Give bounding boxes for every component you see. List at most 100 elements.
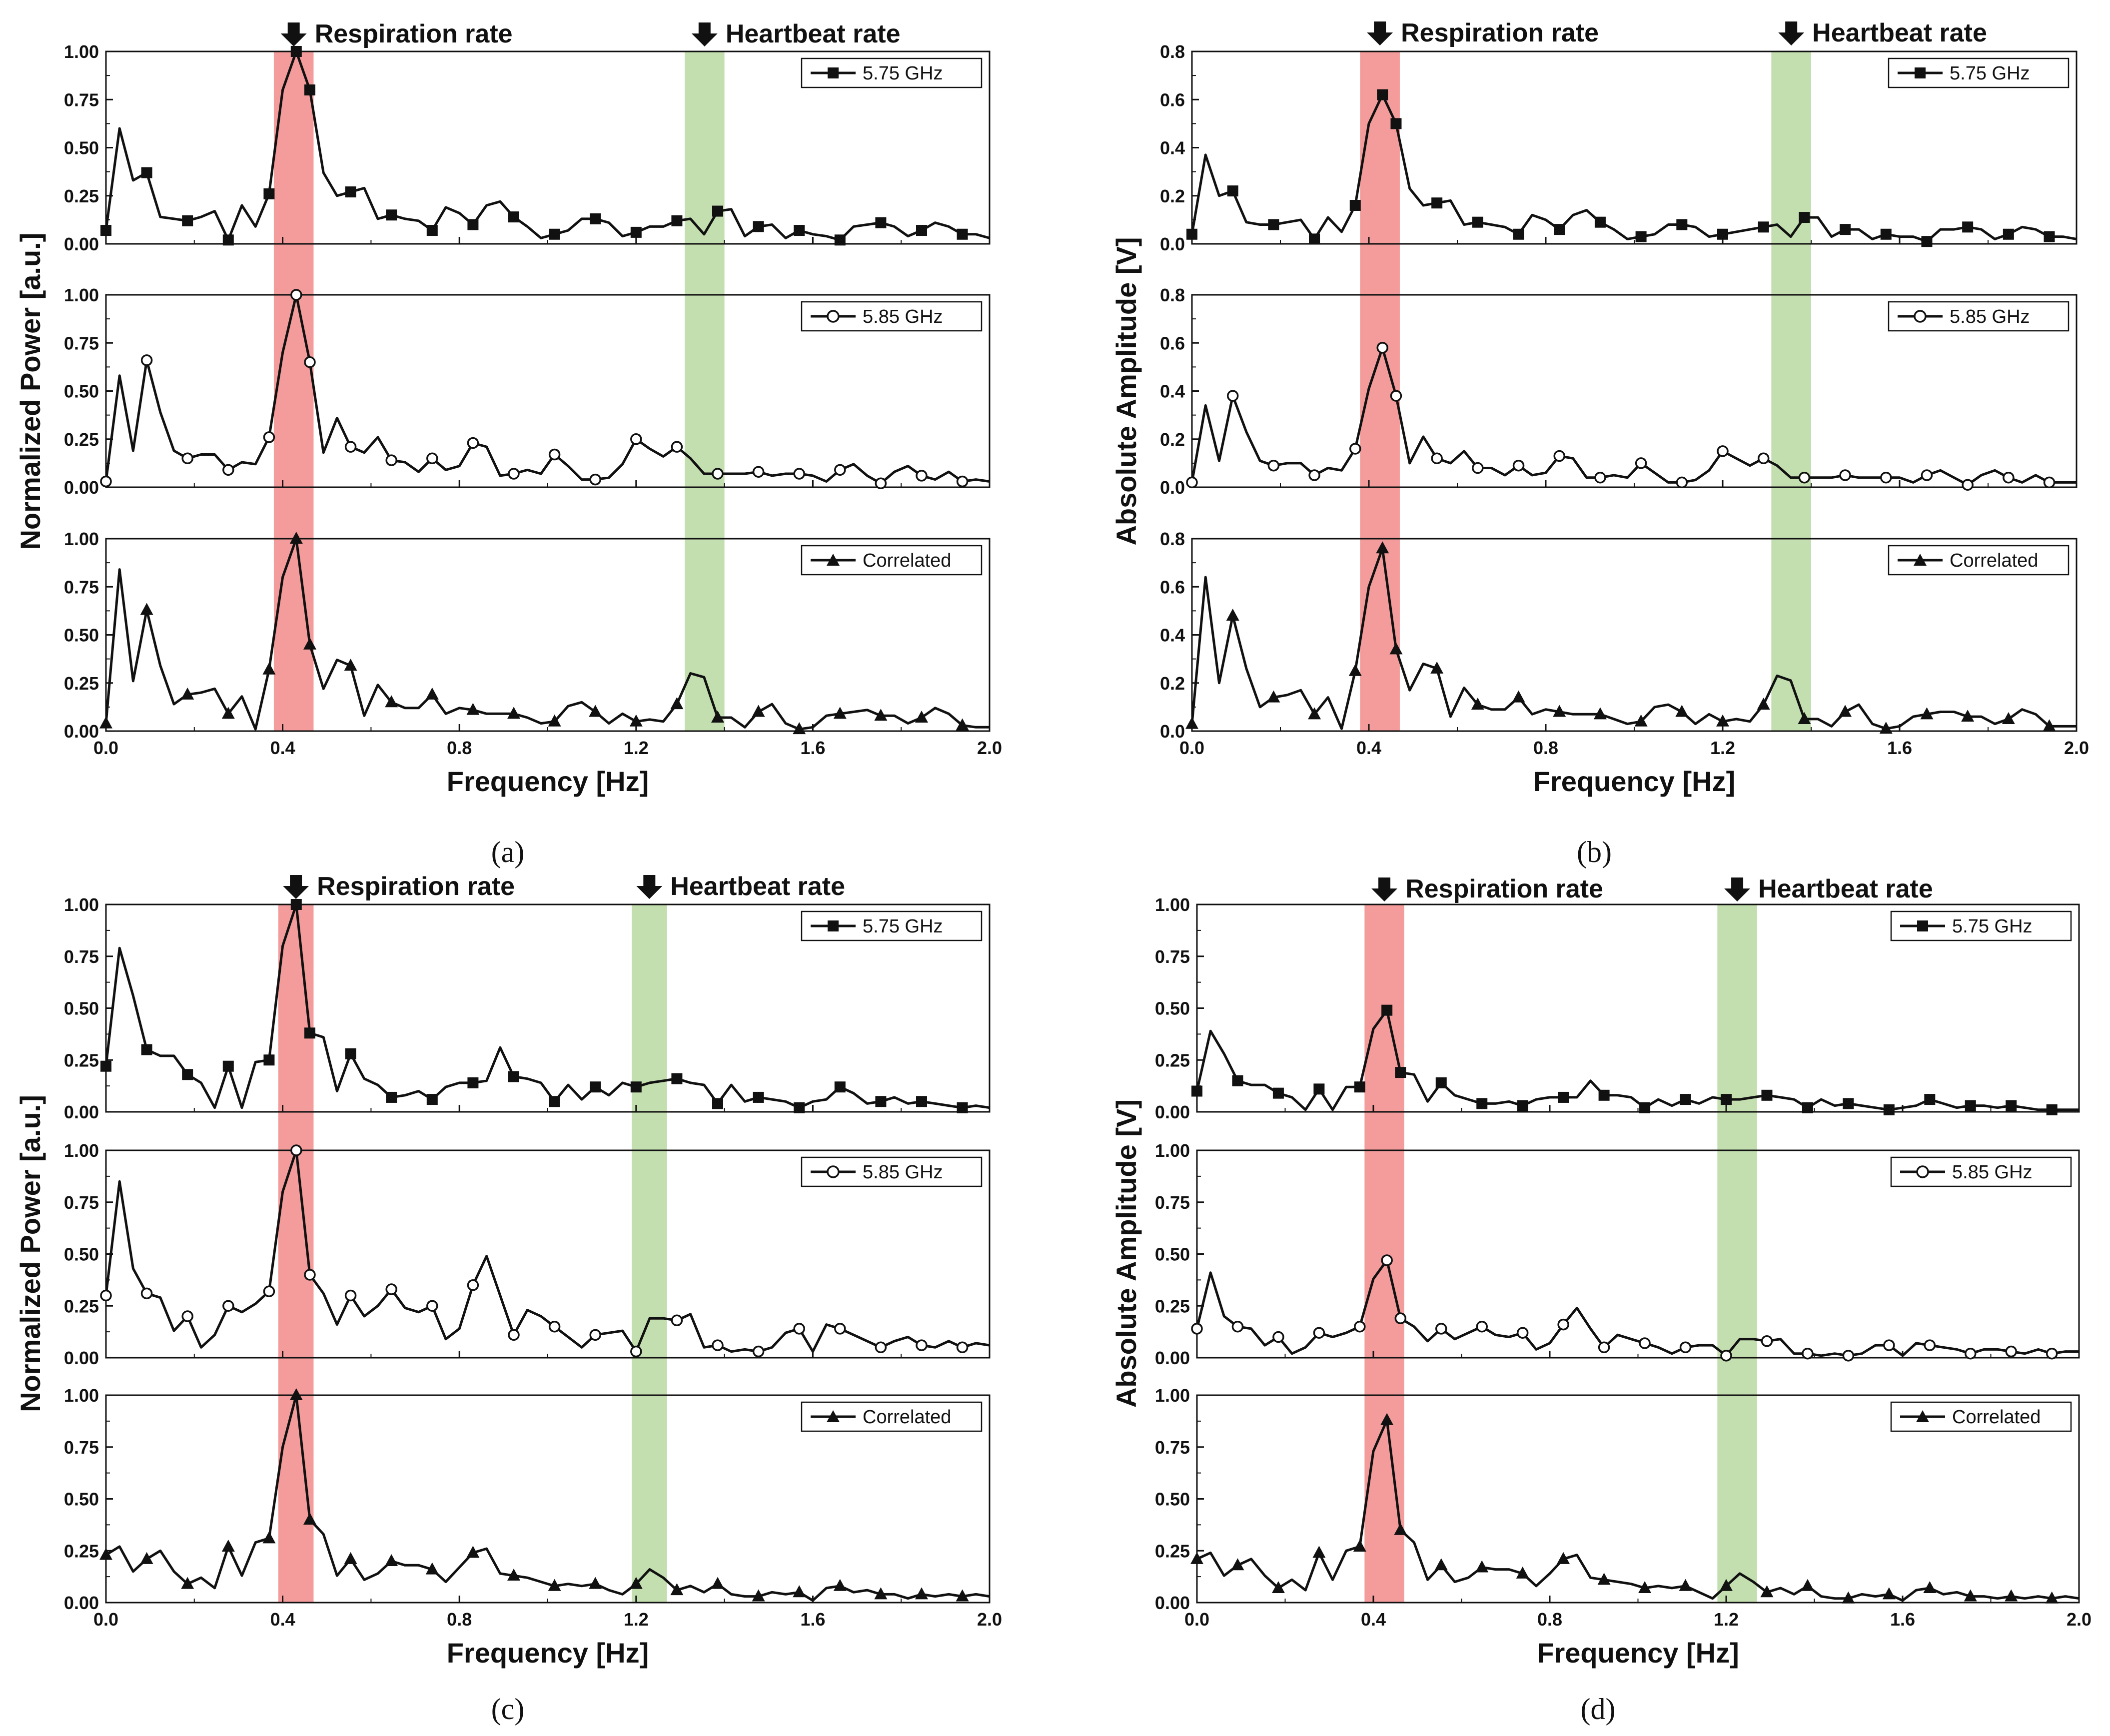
- data-point: [344, 659, 357, 671]
- y-tick-label: 1.00: [64, 1140, 99, 1161]
- legend-circle-marker: [827, 1165, 840, 1178]
- data-point: [956, 1589, 969, 1602]
- x-tick-label: 0.0: [1179, 738, 1204, 758]
- data-point: [290, 1144, 302, 1156]
- x-axis-label: Frequency [Hz]: [447, 1637, 649, 1669]
- subplot-1: 0.00 0.25 0.50 0.75 1.00 5.75 GHz: [64, 894, 991, 1122]
- legend-label: 5.75 GHz: [863, 916, 943, 937]
- data-point: [874, 1587, 888, 1600]
- respiration-label: Respiration rate: [317, 872, 515, 901]
- legend-triangle-marker: [827, 554, 840, 566]
- x-tick-label: 1.6: [800, 738, 825, 758]
- heartbeat-arrow-icon: [691, 22, 718, 46]
- data-point: [181, 1577, 194, 1589]
- legend: Correlated: [1888, 545, 2070, 576]
- data-point: [1476, 1098, 1488, 1109]
- data-point: [630, 1345, 642, 1358]
- data-point: [833, 1579, 847, 1591]
- x-tick-label: 1.6: [800, 1609, 825, 1630]
- subplot-2: 0.00 0.25 0.50 0.75 1.00 5.85 GHz: [64, 285, 991, 498]
- subplot-2: 0.0 0.2 0.4 0.6 0.8 5.85 GHz: [1160, 285, 2078, 498]
- data-point: [100, 1060, 111, 1072]
- data-point: [916, 1096, 927, 1107]
- data-point: [1376, 342, 1388, 354]
- data-point: [181, 452, 193, 464]
- legend: Correlated: [1890, 1401, 2072, 1432]
- series-line: [1196, 1419, 2080, 1602]
- data-point: [262, 662, 276, 675]
- legend: 5.85 GHz: [801, 1156, 983, 1187]
- data-point: [1921, 469, 1933, 481]
- data-point: [1471, 698, 1484, 710]
- data-point: [670, 697, 684, 710]
- y-tick-label: 1.00: [1155, 1385, 1190, 1406]
- respiration-label: Respiration rate: [315, 19, 513, 48]
- data-point: [385, 454, 397, 466]
- y-tick-label: 0.50: [64, 1489, 99, 1510]
- data-point: [182, 215, 193, 226]
- data-point: [712, 1339, 724, 1351]
- data-point: [304, 84, 315, 95]
- series-markers: [100, 289, 969, 490]
- y-tick-label: 0.4: [1160, 381, 1185, 402]
- data-point: [1558, 1091, 1569, 1103]
- legend-square-marker: [1915, 67, 1926, 78]
- legend-square-marker: [828, 920, 839, 931]
- data-point: [590, 1081, 601, 1093]
- data-point: [589, 1329, 601, 1341]
- data-point: [548, 1579, 561, 1591]
- data-point: [1231, 1321, 1244, 1333]
- data-point: [590, 213, 601, 224]
- data-point: [1594, 216, 1606, 228]
- data-point: [671, 215, 683, 226]
- data-point: [1757, 452, 1770, 464]
- x-tick-label: 1.6: [1890, 1609, 1915, 1630]
- x-tick-label: 0.0: [93, 1609, 118, 1630]
- data-point: [1962, 221, 1974, 233]
- y-tick-label: 0.25: [1155, 1050, 1190, 1070]
- y-tick-label: 0.50: [1155, 1244, 1190, 1265]
- data-point: [1476, 1321, 1488, 1333]
- data-point: [385, 1554, 398, 1566]
- data-point: [100, 475, 112, 488]
- data-point: [711, 1577, 724, 1589]
- data-point: [1965, 1347, 1977, 1360]
- data-point: [834, 234, 846, 246]
- data-point: [100, 1289, 112, 1302]
- data-point: [1513, 228, 1524, 240]
- data-point: [386, 1091, 397, 1103]
- data-point: [1839, 705, 1852, 717]
- data-point: [793, 1585, 806, 1598]
- data-point: [1924, 1094, 1936, 1105]
- data-point: [2006, 1100, 2017, 1111]
- data-point: [508, 211, 519, 223]
- data-point: [1882, 1587, 1896, 1600]
- data-point: [425, 687, 439, 700]
- y-tick-label: 0.8: [1160, 285, 1185, 305]
- data-point: [1757, 698, 1770, 710]
- data-point: [1394, 1523, 1407, 1535]
- data-point: [467, 1279, 479, 1291]
- x-tick-label: 2.0: [977, 738, 1002, 758]
- data-point: [1965, 1100, 1976, 1111]
- data-point: [1594, 472, 1606, 484]
- data-point: [304, 1269, 316, 1281]
- data-point: [1554, 224, 1565, 235]
- data-point: [1394, 1312, 1407, 1324]
- subplot-3: 0.00 0.25 0.50 0.75 1.00 Correlated: [1155, 1385, 2080, 1613]
- legend-square-marker: [828, 67, 839, 78]
- x-axis-label: Frequency [Hz]: [1537, 1637, 1739, 1669]
- series-line: [1190, 547, 2077, 730]
- y-axis-label: Normalized Power [a.u.]: [14, 233, 46, 550]
- data-point: [956, 718, 969, 731]
- data-point: [466, 1546, 480, 1558]
- panel-caption: (c): [491, 1693, 525, 1726]
- x-tick-label: 1.2: [1714, 1609, 1739, 1630]
- data-point: [794, 1102, 805, 1113]
- data-point: [629, 714, 643, 727]
- data-point: [426, 1300, 438, 1312]
- y-tick-label: 0.2: [1160, 429, 1185, 450]
- data-point: [1798, 472, 1811, 484]
- data-point: [385, 695, 398, 708]
- y-tick-label: 0.4: [1160, 138, 1185, 158]
